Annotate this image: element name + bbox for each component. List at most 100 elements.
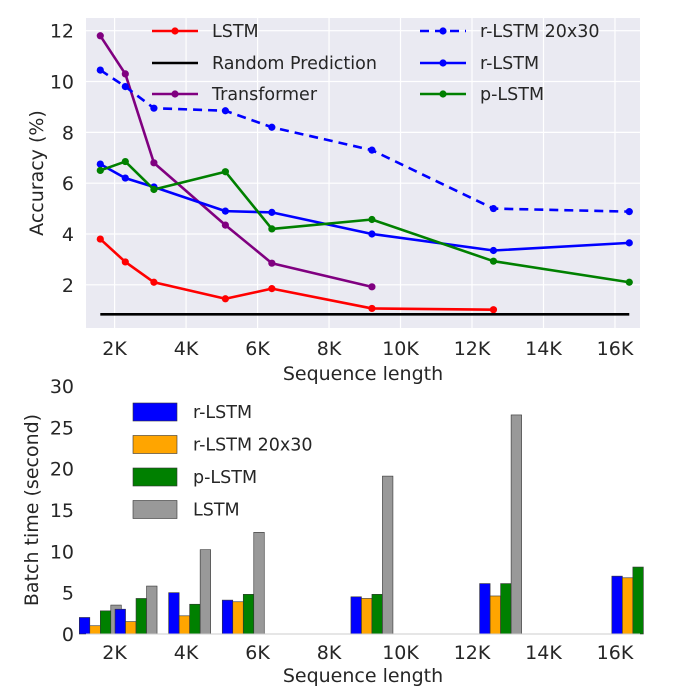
x-tick-label: 8K [317,642,342,664]
data-point [489,246,498,255]
bar-r-lstm [168,592,180,635]
bar-r-lstm-20x30 [125,621,137,635]
bar-r-lstm [221,599,234,635]
data-point [121,174,129,182]
data-point [625,278,633,286]
data-point [150,278,158,286]
data-point [221,168,229,176]
y-tick-label: 5 [62,583,74,605]
data-point [221,221,229,229]
bar-p-lstm [500,583,512,635]
y-tick-label: 2 [62,275,74,297]
legend-marker [439,90,447,98]
x-tick-label: 14K [525,338,562,360]
data-point [489,257,498,265]
y-axis-label: Accuracy (%) [26,110,48,236]
data-point [268,285,276,293]
x-tick-label: 10K [382,338,419,360]
x-tick-label: 4K [174,642,199,664]
x-tick-label: 6K [245,642,270,664]
data-point [625,239,633,247]
legend-label: r-LSTM [193,403,252,423]
x-axis-label: Sequence length [283,363,443,385]
bar-lstm [199,549,211,635]
y-tick-label: 0 [62,624,74,646]
legend-swatch [132,435,178,454]
legend-label: p-LSTM [193,468,257,488]
data-point [368,304,376,313]
legend-marker [171,90,179,98]
data-point [96,166,104,175]
data-point [96,235,104,243]
legend-marker [439,59,447,67]
data-point [121,83,129,91]
legend-swatch [132,402,178,422]
bar-r-lstm-20x30 [178,615,190,635]
data-point [368,283,376,291]
x-tick-label: 14K [525,642,562,664]
data-point [150,159,158,167]
data-point [96,32,104,40]
bar-p-lstm [99,610,112,635]
data-point [221,107,229,115]
accuracy-chart: 2K 4K 6K 8K 10K 12K 14K 16K 2 4 6 8 10 12 Sequence len… [26,18,640,385]
x-axis-label: Sequence length [283,665,443,687]
data-point [368,146,376,154]
data-point [268,208,276,216]
legend-label: r-LSTM [480,54,539,74]
data-point [121,70,129,78]
y-tick-label: 15 [50,500,74,522]
legend-label: r-LSTM 20x30 [193,436,313,456]
legend-label: LSTM [193,501,240,521]
bar-r-lstm [114,608,126,635]
legend-label: p-LSTM [480,85,544,105]
x-tick-label: 12K [454,338,491,360]
bar-lstm [253,532,265,635]
data-point [489,204,498,213]
y-tick-label: 10 [50,72,74,94]
batch-time-chart: 2K 4K 6K 8K 10K 12K 14K 16K 0 5 10 15 20 25 30 Sequence… [21,376,644,687]
bar-p-lstm [632,566,644,635]
x-tick-label: 16K [597,642,634,664]
series-line-r-lstm-20x30 [99,69,630,213]
bar-p-lstm [189,603,201,635]
bar-r-lstm-20x30 [361,598,373,635]
legend-marker [171,27,179,35]
plot-background [86,18,640,328]
data-point [96,160,104,168]
data-point [268,123,276,131]
bar-p-lstm [135,598,147,635]
bar-lstm [146,585,158,635]
bar-lstm [510,414,522,635]
legend-label: Random Prediction [212,54,377,74]
data-point [268,259,276,267]
bar-r-lstm [611,575,623,635]
y-tick-label: 8 [62,122,74,144]
y-tick-label: 20 [50,459,74,481]
y-tick-label: 4 [62,224,74,246]
y-tick-label: 12 [50,21,74,43]
data-point [489,306,498,314]
y-tick-label: 10 [50,541,74,563]
bar-p-lstm [242,594,255,635]
bar-lstm [382,475,394,635]
data-point [268,225,276,233]
y-axis-label: Batch time (second) [21,414,43,606]
bar-r-lstm-20x30 [489,595,501,635]
data-point [121,258,129,266]
y-tick-label: 25 [50,417,74,439]
x-tick-label: 8K [317,338,342,360]
legend-label: Transformer [211,85,318,105]
legend-label: r-LSTM 20x30 [480,22,600,42]
x-tick-label: 10K [382,642,419,664]
bar-r-lstm-20x30 [89,625,101,635]
x-tick-label: 2K [102,642,127,664]
data-point [368,215,376,224]
data-point [121,157,129,166]
data-point [221,295,229,303]
y-tick-label: 6 [62,173,74,195]
series-line-p-lstm [99,160,630,284]
legend-swatch [132,467,178,487]
data-point [96,66,104,74]
